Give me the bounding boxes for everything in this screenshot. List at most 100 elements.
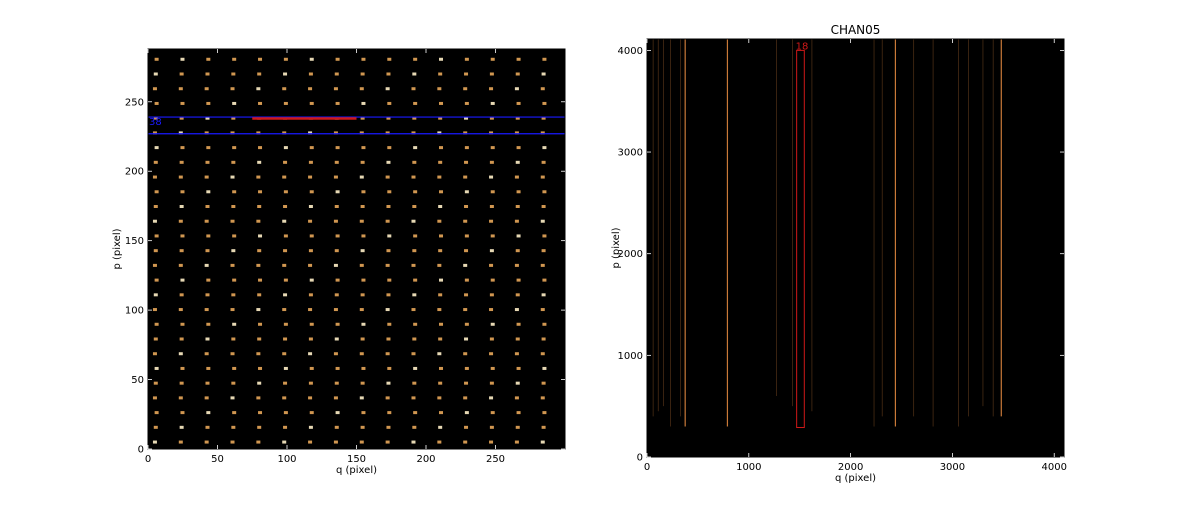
diffraction-spot: [413, 278, 418, 282]
diffraction-spot: [413, 190, 418, 194]
left-x-tick-label: 200: [416, 454, 435, 465]
diffraction-spot: [359, 219, 364, 223]
diffraction-spot: [542, 278, 547, 282]
diffraction-spot: [387, 366, 392, 370]
selection-box-label: 18: [796, 41, 809, 52]
diffraction-spot: [179, 337, 184, 341]
diffraction-spot: [283, 160, 288, 164]
diffraction-spot: [464, 278, 469, 282]
diffraction-spot: [152, 308, 157, 312]
diffraction-spot: [489, 205, 494, 208]
diffraction-spot: [464, 322, 469, 326]
diffraction-spot: [179, 381, 184, 385]
diffraction-spot: [204, 175, 209, 179]
diffraction-spot: [308, 381, 313, 385]
diffraction-spot: [231, 337, 236, 341]
diffraction-spot: [412, 72, 417, 76]
diffraction-spot: [361, 278, 366, 282]
diffraction-spot: [540, 263, 545, 267]
diffraction-spot: [154, 278, 159, 282]
diffraction-spot: [258, 411, 263, 415]
diffraction-spot: [385, 396, 390, 400]
diffraction-spot: [258, 190, 263, 194]
diffraction-spot: [514, 396, 519, 400]
diffraction-spot: [489, 396, 494, 400]
diffraction-spot: [334, 205, 339, 208]
diffraction-spot: [360, 160, 365, 164]
diffraction-spot: [230, 352, 235, 356]
diffraction-spot: [335, 57, 340, 61]
diffraction-spot: [154, 101, 159, 105]
diffraction-spot: [385, 308, 390, 312]
diffraction-spot: [333, 219, 338, 223]
diffraction-spot: [387, 57, 392, 61]
diffraction-spot: [490, 101, 495, 105]
diffraction-spot: [361, 190, 366, 194]
diffraction-spot: [333, 396, 338, 400]
diffraction-spot: [413, 366, 418, 370]
diffraction-spot: [360, 72, 365, 76]
diffraction-spot: [154, 234, 159, 238]
diffraction-spot: [438, 72, 443, 76]
diffraction-spot: [516, 57, 521, 61]
diffraction-spot: [335, 366, 340, 370]
diffraction-spot: [413, 234, 418, 238]
diffraction-spot: [283, 146, 288, 150]
diffraction-spot: [359, 131, 364, 135]
diffraction-spot: [308, 352, 313, 356]
diffraction-spot: [205, 116, 210, 120]
diffraction-spot: [438, 293, 443, 297]
diffraction-spot: [230, 440, 235, 444]
left-y-tick-label: 200: [125, 167, 144, 178]
diffraction-spot: [154, 146, 159, 150]
diffraction-spot: [283, 57, 288, 61]
right-y-tick-label: 3000: [618, 148, 643, 159]
diffraction-spot: [439, 234, 444, 238]
diffraction-spot: [387, 101, 392, 105]
diffraction-spot: [438, 116, 443, 120]
diffraction-spot: [359, 352, 364, 356]
diffraction-spot: [204, 440, 209, 444]
diffraction-spot: [411, 131, 416, 135]
diffraction-spot: [232, 190, 237, 194]
right-x-tick-label: 3000: [940, 462, 965, 473]
diffraction-spot: [490, 411, 495, 415]
diffraction-spot: [386, 381, 391, 385]
diffraction-spot: [334, 160, 339, 164]
diffraction-spot: [489, 116, 494, 120]
diffraction-spot: [205, 293, 210, 297]
diffraction-spot: [361, 322, 366, 326]
diffraction-spot: [516, 146, 521, 150]
diffraction-spot: [257, 205, 262, 208]
diffraction-spot: [489, 293, 494, 297]
diffraction-spot: [178, 308, 183, 312]
diffraction-spot: [386, 293, 391, 297]
diffraction-spot: [386, 160, 391, 164]
diffraction-spot: [152, 175, 157, 179]
diffraction-spot: [541, 160, 546, 164]
diffraction-spot: [231, 381, 236, 385]
left-plot-area: [148, 49, 565, 449]
diffraction-spot: [489, 337, 494, 341]
diffraction-spot: [464, 72, 469, 76]
diffraction-spot: [152, 440, 157, 444]
diffraction-spot: [153, 160, 158, 164]
diffraction-spot: [464, 337, 469, 341]
diffraction-spot: [385, 87, 390, 91]
diffraction-spot: [540, 175, 545, 179]
diffraction-spot: [385, 440, 390, 444]
diffraction-spot: [283, 72, 288, 76]
diffraction-spot: [540, 219, 545, 223]
diffraction-spot: [516, 101, 521, 105]
diffraction-spot: [308, 396, 313, 400]
diffraction-spot: [515, 160, 520, 164]
diffraction-spot: [387, 278, 392, 282]
diffraction-spot: [412, 160, 417, 164]
diffraction-spot: [360, 293, 365, 297]
diffraction-spot: [464, 366, 469, 370]
left-y-axis-label: p (pixel): [112, 228, 123, 269]
diffraction-spot: [386, 425, 391, 429]
diffraction-spot: [282, 219, 287, 223]
diffraction-spot: [489, 87, 494, 91]
